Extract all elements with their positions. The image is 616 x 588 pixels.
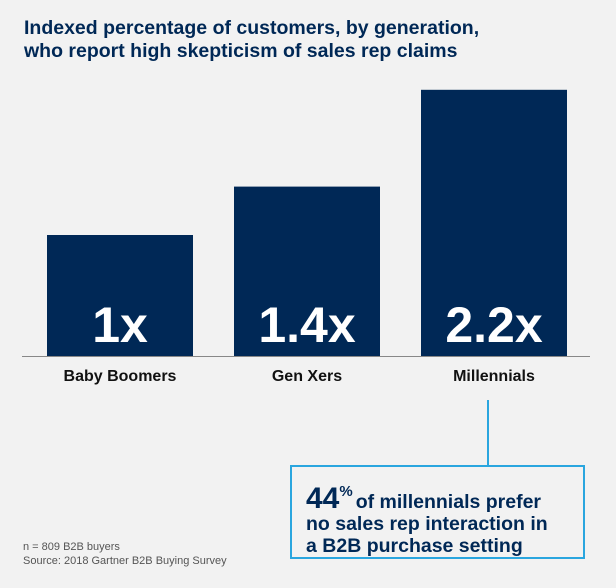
callout-line-3: a B2B purchase setting (306, 535, 523, 557)
callout-box: 44% of millennials prefer no sales rep in… (290, 465, 585, 559)
data-label-2: 2.2x (445, 297, 543, 353)
bar-1 (234, 186, 380, 356)
title-line-2: who report high skepticism of sales rep … (24, 40, 458, 62)
source-note: Source: 2018 Gartner B2B Buying Survey (23, 555, 227, 567)
category-label-1: Gen Xers (271, 368, 343, 385)
bar-2 (421, 89, 567, 357)
callout-number: 44 (306, 482, 340, 515)
title-line-1: Indexed percentage of customers, by gene… (24, 17, 480, 39)
sample-size-note: n = 809 B2B buyers (23, 541, 120, 553)
category-label-0: Baby Boomers (63, 368, 177, 385)
callout-line-1: of millennials prefer (355, 491, 542, 513)
data-label-1: 1.4x (258, 297, 356, 353)
category-label-2: Millennials (453, 368, 535, 385)
bar-0 (47, 235, 193, 356)
callout-line-2: no sales rep interaction in (306, 513, 548, 535)
callout-unit: % (339, 483, 353, 500)
chart-title: Indexed percentage of customers, by gene… (24, 17, 479, 63)
data-label-0: 1x (92, 297, 148, 353)
